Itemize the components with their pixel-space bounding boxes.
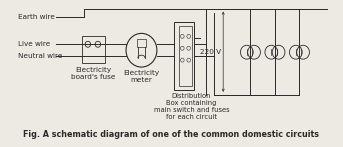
Bar <box>137 39 146 47</box>
Text: Neutral wire: Neutral wire <box>18 53 62 59</box>
Bar <box>179 26 192 86</box>
Text: Distribution
Box containing
main switch and fuses
for each circuit: Distribution Box containing main switch … <box>154 93 229 120</box>
Text: Earth wire: Earth wire <box>18 14 55 20</box>
Circle shape <box>85 41 91 47</box>
Text: Electricity
board's fuse: Electricity board's fuse <box>71 67 116 80</box>
Circle shape <box>95 41 100 47</box>
Text: Fig. A schematic diagram of one of the common domestic circuits: Fig. A schematic diagram of one of the c… <box>23 130 319 139</box>
Bar <box>174 22 194 90</box>
Text: 220 V: 220 V <box>200 49 221 55</box>
Text: Electricity
meter: Electricity meter <box>123 70 159 83</box>
Text: Live wire: Live wire <box>18 41 50 47</box>
Bar <box>82 36 105 63</box>
